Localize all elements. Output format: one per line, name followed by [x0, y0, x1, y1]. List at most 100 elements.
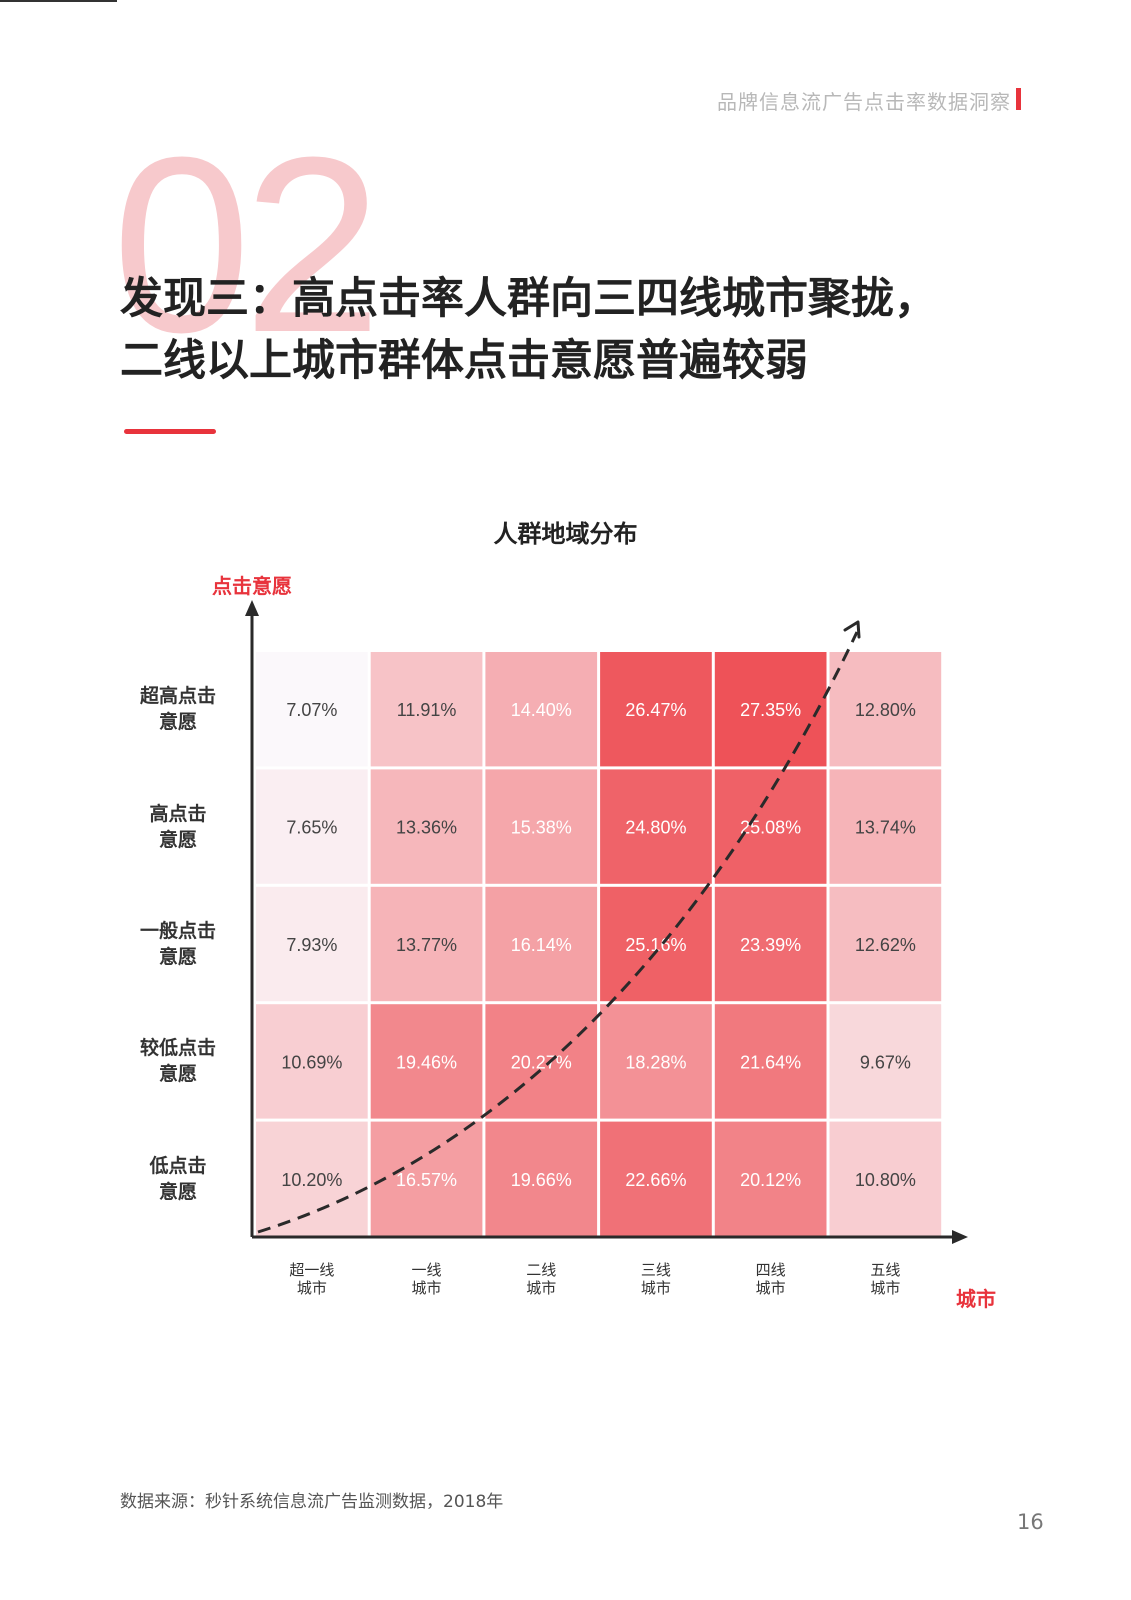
- cell-value-label: 9.67%: [860, 1052, 911, 1072]
- heatmap-cell: [370, 769, 483, 884]
- cell-value-label: 14.40%: [511, 700, 572, 720]
- row-label-line: 意愿: [158, 828, 197, 851]
- column-label: 四线 城市: [726, 1261, 816, 1297]
- row-label-line: 高点击: [149, 802, 207, 825]
- column-label-line: 五线: [870, 1261, 901, 1279]
- headline-line-2: 二线以上城市群体点击意愿普遍较弱: [120, 336, 808, 386]
- headline: 发现三：高点击率人群向三四线城市聚拢， 二线以上城市群体点击意愿普遍较弱: [120, 268, 1050, 392]
- column-label-line: 城市: [411, 1279, 442, 1297]
- heatmap-cell: [600, 1121, 712, 1236]
- heatmap-cell: [714, 769, 827, 884]
- y-axis-label: 点击意愿: [212, 574, 292, 598]
- cell-value-label: 7.65%: [286, 818, 337, 838]
- x-axis-label: 城市: [956, 1287, 996, 1311]
- column-label: 超一线 城市: [267, 1261, 357, 1297]
- cell-value-label: 13.74%: [855, 818, 916, 838]
- heatmap-cell: [370, 1004, 483, 1119]
- row-label-line: 较低点击: [139, 1037, 216, 1060]
- column-label-line: 城市: [296, 1279, 327, 1297]
- column-label-line: 城市: [640, 1279, 671, 1297]
- headline-line-1: 发现三：高点击率人群向三四线城市聚拢，: [120, 274, 937, 324]
- heatmap-cell: [485, 652, 598, 767]
- row-label-line: 一般点击: [139, 920, 216, 942]
- cell-value-label: 7.93%: [286, 935, 337, 955]
- cell-value-label: 20.12%: [740, 1170, 801, 1190]
- trend-curve: [257, 631, 859, 1234]
- column-label: 三线 城市: [611, 1261, 701, 1297]
- cell-value-label: 10.69%: [281, 1052, 342, 1072]
- column-label: 五线 城市: [840, 1261, 930, 1297]
- heatmap-cell: [485, 769, 598, 884]
- cell-value-label: 27.35%: [740, 700, 801, 720]
- column-label-line: 城市: [526, 1279, 557, 1297]
- row-label-line: 意愿: [158, 946, 197, 968]
- cell-value-label: 12.62%: [855, 935, 916, 955]
- cell-value-label: 15.38%: [511, 818, 572, 838]
- heatmap-cell: [256, 886, 368, 1002]
- header-accent-bar: [1016, 88, 1021, 110]
- heatmap-cell: [829, 769, 942, 884]
- headline-underline: [124, 429, 216, 434]
- section-number: 02: [112, 105, 382, 384]
- column-label: 一线 城市: [382, 1261, 472, 1297]
- cell-value-label: 10.80%: [855, 1170, 916, 1190]
- page-number: 16: [1017, 1510, 1044, 1534]
- cell-value-label: 16.14%: [511, 935, 572, 955]
- heatmap-cell: [600, 769, 712, 884]
- heatmap-cell: [714, 1121, 827, 1236]
- column-label-line: 城市: [755, 1279, 786, 1297]
- cell-value-label: 11.91%: [397, 700, 457, 720]
- row-label-line: 意愿: [158, 711, 197, 734]
- heatmap-cell: [256, 652, 368, 767]
- row-label: 一般点击 意愿: [123, 918, 233, 970]
- cell-value-label: 10.20%: [281, 1170, 342, 1190]
- top-rule: [0, 0, 117, 2]
- row-label: 高点击 意愿: [123, 801, 233, 853]
- cell-value-label: 25.16%: [625, 935, 686, 955]
- column-label-line: 三线: [640, 1261, 671, 1279]
- heatmap-cell: [714, 1004, 827, 1119]
- cell-value-label: 19.46%: [396, 1052, 457, 1072]
- cell-value-label: 26.47%: [625, 700, 686, 720]
- column-label-line: 四线: [755, 1261, 786, 1279]
- cell-value-label: 24.80%: [625, 818, 686, 838]
- heatmap-cell: [256, 1121, 368, 1236]
- cell-value-label: 7.07%: [286, 700, 337, 720]
- heatmap-cell: [256, 769, 368, 884]
- column-label: 二线 城市: [496, 1261, 586, 1297]
- data-source: 数据来源：秒针系统信息流广告监测数据，2018年: [120, 1492, 504, 1512]
- column-label-line: 超一线: [289, 1261, 335, 1279]
- trend-arrowhead: [843, 620, 861, 639]
- x-axis-arrowhead: [952, 1230, 968, 1244]
- cell-value-label: 13.36%: [396, 818, 457, 838]
- row-label: 超高点击 意愿: [123, 683, 233, 735]
- cell-value-label: 12.80%: [855, 700, 916, 720]
- heatmap-cell: [829, 652, 942, 767]
- cell-value-label: 25.08%: [740, 818, 801, 838]
- heatmap-cell: [256, 1004, 368, 1119]
- cell-value-label: 21.64%: [740, 1052, 801, 1072]
- heatmap-cell: [370, 1121, 483, 1236]
- heatmap-cell: [370, 652, 483, 767]
- cell-value-label: 20.27%: [511, 1052, 572, 1072]
- chart-title: 人群地域分布: [493, 520, 638, 548]
- heatmap-cell: [829, 886, 942, 1002]
- heatmap-cell: [600, 1004, 712, 1119]
- heatmap-cell: [485, 886, 598, 1002]
- heatmap-cell: [600, 652, 712, 767]
- heatmap-cell: [714, 886, 827, 1002]
- column-label-line: 二线: [526, 1261, 557, 1279]
- row-label: 较低点击 意愿: [123, 1035, 233, 1087]
- row-label-line: 低点击: [149, 1154, 207, 1177]
- row-label: 低点击 意愿: [123, 1153, 233, 1205]
- cell-value-label: 16.57%: [396, 1170, 457, 1190]
- cell-value-label: 22.66%: [625, 1170, 686, 1190]
- row-label-line: 意愿: [158, 1180, 197, 1203]
- column-label-line: 一线: [411, 1261, 442, 1279]
- row-label-line: 超高点击: [139, 685, 216, 708]
- heatmap-cell: [829, 1004, 942, 1119]
- heatmap-cell: [829, 1121, 942, 1236]
- cell-value-label: 23.39%: [740, 935, 801, 955]
- report-title: 品牌信息流广告点击率数据洞察: [717, 90, 1011, 114]
